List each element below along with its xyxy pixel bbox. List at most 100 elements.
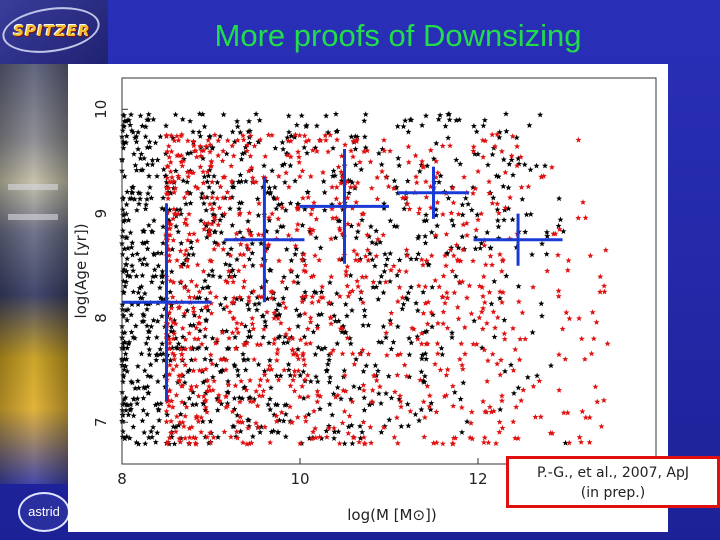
red-star-point [179,162,186,169]
black-star-point [342,301,349,307]
black-star-point [119,412,126,418]
black-star-point [303,123,310,130]
red-star-point [498,299,505,305]
red-star-point [201,194,208,201]
black-star-point [445,134,452,141]
black-star-point [145,111,152,117]
red-star-point [349,287,356,294]
red-star-point [598,423,605,430]
red-star-point [181,310,188,317]
black-star-point [119,227,126,234]
black-star-point [224,250,231,257]
black-star-point [190,389,197,395]
black-star-point [285,366,292,373]
black-star-point [295,312,302,319]
red-star-point [589,309,596,315]
black-star-point [159,205,166,212]
red-star-point [488,408,495,415]
red-star-point [294,414,301,420]
black-star-point [135,129,142,135]
red-star-point [194,237,201,244]
red-star-point [302,376,308,383]
black-star-point [328,201,335,208]
black-star-point [134,395,141,402]
red-star-point [331,424,338,431]
black-star-point [335,317,342,324]
red-star-point [588,350,595,357]
black-star-point [384,255,391,262]
black-star-point [373,227,380,234]
red-star-point [285,232,292,239]
red-star-point [420,398,427,405]
red-star-point [422,178,429,185]
red-star-point [172,185,179,191]
red-star-point [215,152,222,159]
red-star-point [428,252,435,259]
black-star-point [199,190,206,197]
red-star-point [498,268,505,274]
red-star-point [193,413,200,419]
black-star-point [267,267,274,273]
red-star-point [260,326,267,332]
red-star-point [230,299,237,305]
red-star-point [188,383,195,390]
black-star-point [538,312,545,319]
red-star-point [163,190,170,197]
black-star-point [144,322,151,329]
black-star-point [172,111,179,118]
black-star-point [202,333,209,339]
red-star-point [325,425,332,431]
red-star-point [248,164,255,171]
black-star-point [333,290,340,297]
red-star-point [444,294,451,301]
black-star-point [361,117,368,124]
red-star-point [178,263,184,270]
red-star-point [456,278,463,285]
red-star-point [239,439,246,446]
red-star-point [339,419,346,426]
black-star-point [149,273,156,280]
black-star-point [196,128,203,135]
citation-box: P.-G., et al., 2007, ApJ (in prep.) [506,456,720,508]
red-star-point [226,308,233,315]
black-star-point [455,244,462,251]
red-star-point [555,287,562,294]
black-star-point [119,329,126,336]
red-star-point [186,330,193,336]
red-star-point [369,398,376,405]
red-star-point [360,381,367,388]
black-star-point [203,194,210,200]
red-star-point [582,414,589,421]
black-star-point [394,123,401,129]
black-star-point [150,116,157,123]
red-star-point [245,226,252,233]
black-star-point [339,206,346,213]
black-star-point [119,251,126,258]
black-star-point [140,407,147,413]
red-star-point [309,299,316,306]
red-star-point [450,440,457,447]
black-star-point [288,257,295,264]
red-star-point [258,293,265,300]
red-star-point [322,137,329,143]
red-star-point [397,392,404,399]
black-star-point [160,194,167,201]
black-star-point [287,162,294,169]
black-star-point [396,256,403,263]
red-star-point [421,433,428,440]
photo-detail [8,214,58,220]
black-star-point [367,223,374,230]
black-star-point [209,189,216,196]
red-star-point [427,204,434,211]
red-star-point [186,434,193,441]
black-star-point [527,166,534,173]
black-star-point [459,211,466,218]
black-star-point [120,400,127,407]
red-star-point [267,439,274,446]
black-star-point [313,122,320,129]
red-star-point [220,246,227,252]
black-star-point [503,272,510,279]
red-star-point [200,268,207,274]
red-star-point [456,356,463,362]
black-star-point [241,356,248,363]
